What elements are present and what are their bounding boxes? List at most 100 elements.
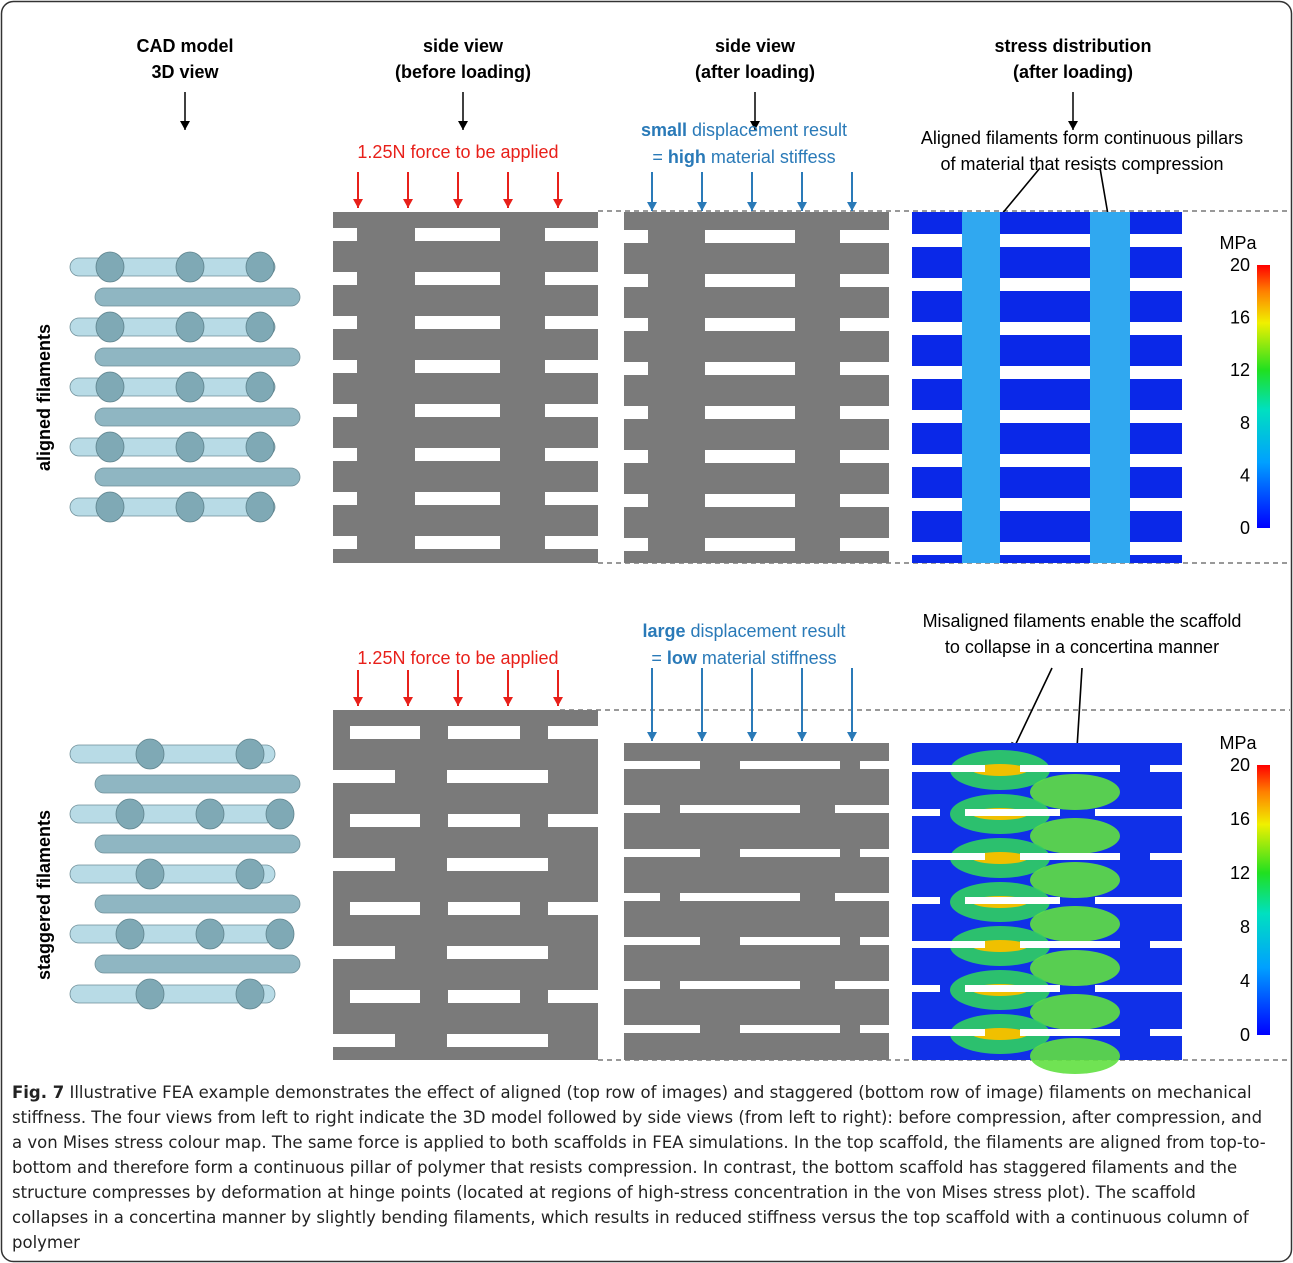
note-part: material stiffess [706,147,836,167]
stress-hotspot [1030,1038,1120,1074]
slot [415,228,500,241]
slot [624,761,700,769]
slot [912,897,940,904]
note-part: displacement result [685,621,845,641]
slot [1020,765,1120,772]
cad-filament-end [135,978,165,1010]
slot [1095,809,1182,816]
note-part: = [651,648,667,668]
arrow-head [847,202,857,211]
slot [680,805,800,813]
slot [705,406,795,419]
colorbar [1257,265,1270,528]
cad-filament-end [245,251,275,283]
slot [912,322,962,335]
slot [860,849,889,857]
slot [1150,853,1182,860]
slot [912,985,940,992]
column-header: 3D view [151,62,219,82]
cad-filament-end [235,858,265,890]
slot [912,809,940,816]
arrow-head [453,199,463,208]
slot [545,448,598,461]
arrow-head [553,199,563,208]
slot [1130,454,1182,467]
cad-filament [94,774,301,794]
slot [624,1025,700,1033]
slot [415,272,500,285]
stress-note: to collapse in a concertina manner [945,637,1219,657]
slot [1095,985,1182,992]
column-header: side view [423,36,504,56]
slot [1000,234,1090,247]
slot [350,902,420,915]
column-header: CAD model [136,36,233,56]
slot [624,362,648,375]
slot [415,360,500,373]
slot [333,492,357,505]
slot [415,404,500,417]
cad-filament [94,467,301,487]
cad-filament-end [175,371,205,403]
arrow-head [180,121,190,130]
slot [624,450,648,463]
slot [965,985,1060,992]
arrow-head [750,121,760,130]
cad-filament [94,347,301,367]
slot [740,937,840,945]
slot [1130,410,1182,423]
side-view-before [333,212,598,563]
slot [548,990,598,1003]
slot [333,536,357,549]
slot [705,450,795,463]
displacement-note: = high material stiffess [652,147,835,167]
slot [624,937,700,945]
slot [1130,278,1182,291]
slot [415,316,500,329]
displacement-note: large displacement result [642,621,845,641]
slot [333,272,357,285]
caption-text: Illustrative FEA example demonstrates th… [12,1083,1266,1252]
slot [624,274,648,287]
slot [415,448,500,461]
slot [1020,941,1120,948]
slot [624,805,660,813]
slot [912,1029,985,1036]
slot [680,893,800,901]
slot [1020,853,1120,860]
slot [1130,498,1182,511]
arrow-head [647,202,657,211]
slot [545,316,598,329]
arrow-head [697,732,707,741]
note-part: high [668,147,706,167]
slot [548,726,598,739]
arrow-head [453,697,463,706]
slot [624,494,648,507]
slot [333,946,395,959]
slot [840,362,889,375]
stress-hotspot [1030,862,1120,898]
stress-pillar [1090,212,1130,563]
arrow-head [1068,121,1078,130]
cad-filament [69,744,276,764]
slot [912,278,962,291]
arrow-head [503,697,513,706]
cad-filament-end [95,371,125,403]
stress-note: Aligned filaments form continuous pillar… [921,128,1243,148]
stress-peak [972,1028,1028,1040]
colorbar-tick: 0 [1240,1025,1250,1045]
cad-filament [94,954,301,974]
slot [680,981,800,989]
slot [447,858,548,871]
slot [1150,941,1182,948]
cad-filament [69,924,276,944]
colorbar-tick: 12 [1230,863,1250,883]
column-header: side view [715,36,796,56]
slot [840,406,889,419]
colorbar [1257,765,1270,1035]
cad-filament-end [115,918,145,950]
slot [912,454,962,467]
note-part: = [652,147,668,167]
row-label: aligned filaments [34,324,54,471]
slot [912,542,962,555]
